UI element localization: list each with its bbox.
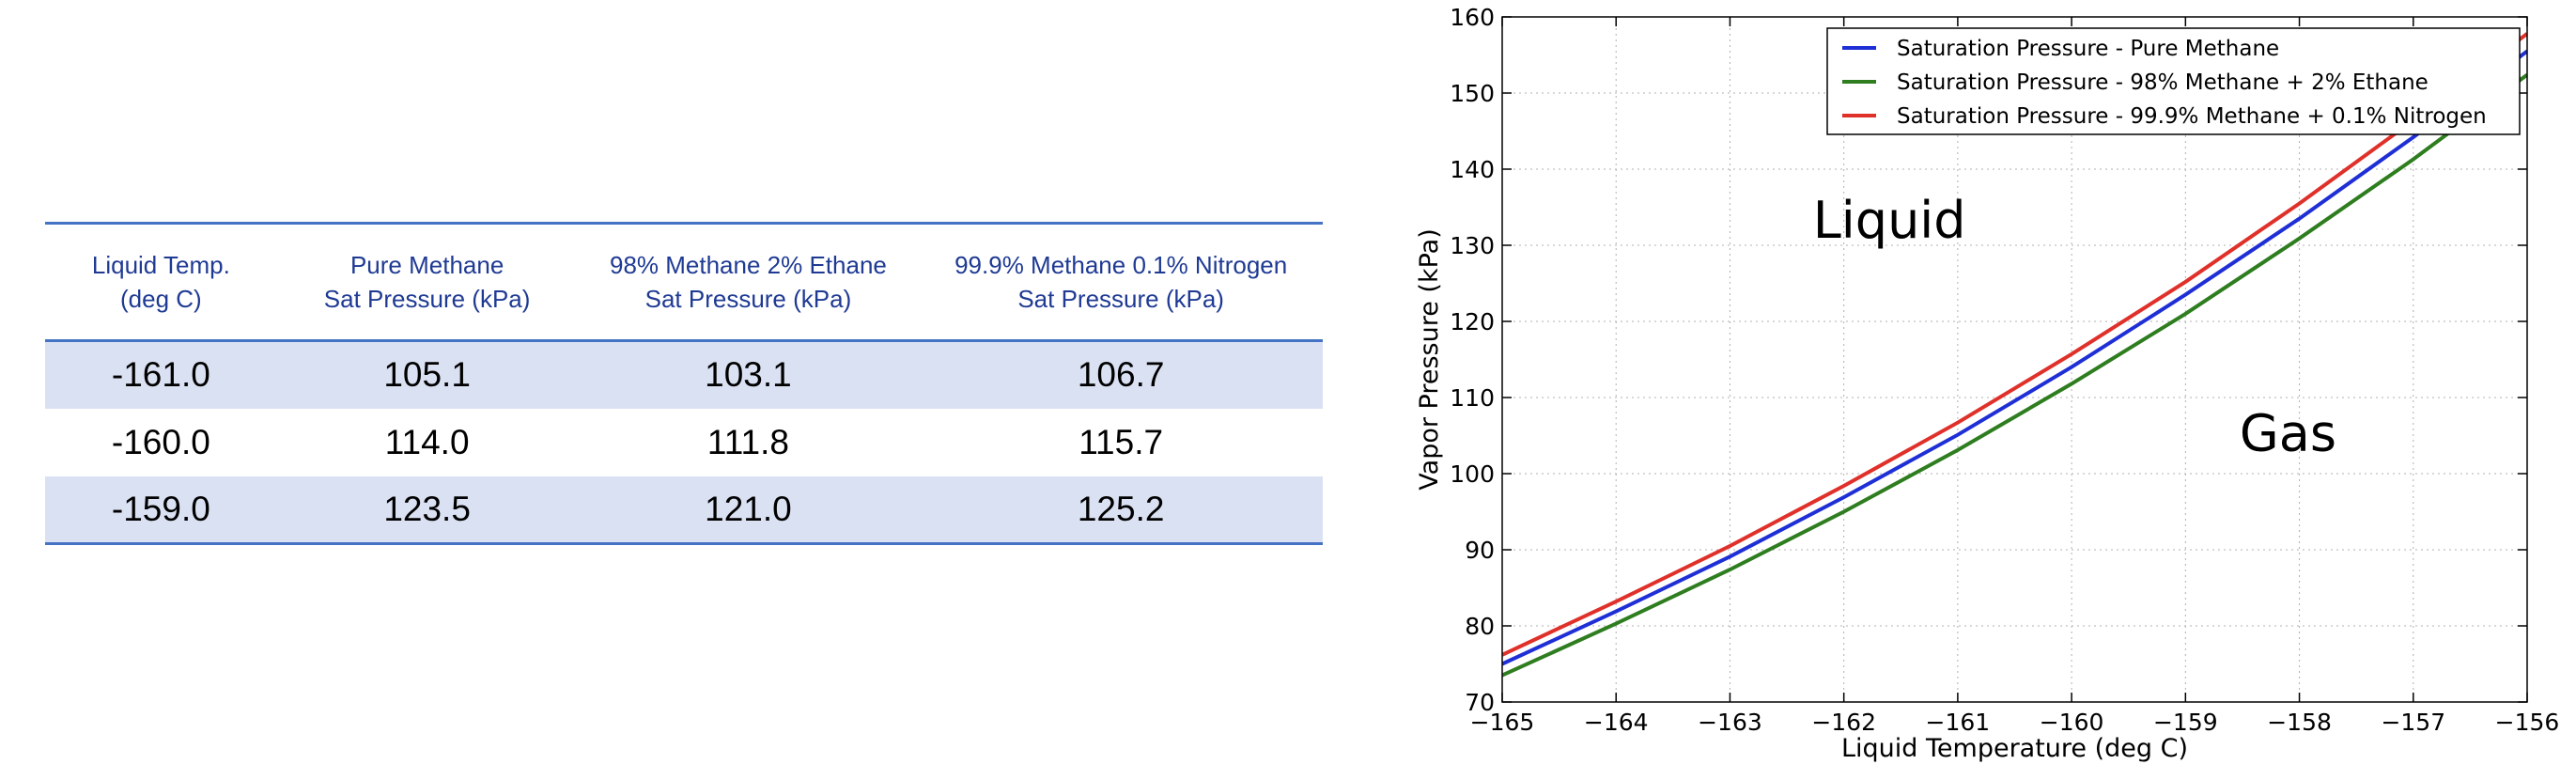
x-tick-label: −157 — [2381, 709, 2445, 736]
table-cell: 121.0 — [705, 489, 792, 528]
table-cell: 105.1 — [383, 355, 471, 395]
y-tick-label: 150 — [1450, 80, 1495, 107]
header-line: 98% Methane 2% Ethane — [609, 251, 887, 279]
column-header-pure-methane: Pure Methane Sat Pressure (kPa) — [277, 224, 578, 341]
series-line-2 — [1502, 72, 2527, 678]
header-line: Sat Pressure (kPa) — [644, 285, 852, 313]
legend-entry: Saturation Pressure - Pure Methane — [1897, 37, 2279, 61]
saturation-pressure-table: Liquid Temp. (deg C) Pure Methane Sat Pr… — [45, 222, 1323, 545]
table-cell: 115.7 — [1079, 422, 1164, 461]
x-tick-label: −163 — [1698, 709, 1762, 736]
table-row: -160.0 114.0 111.8 115.7 — [45, 409, 1323, 476]
y-tick-label: 100 — [1450, 460, 1495, 488]
legend-box — [1826, 27, 2521, 135]
table-cell: -160.0 — [111, 422, 210, 461]
header-line: Liquid Temp. — [91, 251, 230, 279]
header-line: 99.9% Methane 0.1% Nitrogen — [954, 251, 1288, 279]
header-line: Pure Methane — [349, 251, 504, 279]
y-tick-label: 120 — [1450, 308, 1495, 335]
header-line: Sat Pressure (kPa) — [323, 285, 531, 313]
table-cell: -159.0 — [111, 489, 210, 528]
plot-frame — [1501, 16, 2528, 703]
table-row: -161.0 105.1 103.1 106.7 — [45, 340, 1323, 409]
series-line-1 — [1502, 49, 2527, 666]
saturation-pressure-chart: −165 −164 −163 −162 −161 −160 −159 −158 −157 −156… — [1415, 4, 2560, 763]
legend: Saturation Pressure - Pure Methane Satura… — [1826, 27, 2521, 135]
region-label-1: Liquid — [1813, 191, 1966, 250]
legend-entry: Saturation Pressure - 99.9% Methane + 0.… — [1897, 104, 2487, 129]
series-line-3 — [1502, 32, 2527, 657]
y-tick-label: 140 — [1450, 156, 1495, 183]
y-tick-label: 110 — [1450, 384, 1495, 412]
column-header-methane-ethane: 98% Methane 2% Ethane Sat Pressure (kPa) — [578, 224, 920, 341]
x-axis-label: Liquid Temperature (deg C) — [1841, 734, 2188, 763]
x-tick-label: −165 — [1470, 709, 1535, 736]
column-header-methane-nitrogen: 99.9% Methane 0.1% Nitrogen Sat Pressure… — [919, 224, 1323, 341]
x-tick-label: −160 — [2040, 709, 2104, 736]
data-table: Liquid Temp. (deg C) Pure Methane Sat Pr… — [45, 222, 1323, 545]
table-cell: 111.8 — [706, 422, 789, 461]
table-cell: 123.5 — [383, 489, 471, 528]
x-tick-label: −161 — [1926, 709, 1991, 736]
y-tick-label: 90 — [1465, 537, 1495, 564]
table-cell: 125.2 — [1077, 489, 1165, 528]
column-header-temp: Liquid Temp. (deg C) — [45, 224, 277, 341]
y-tick-label: 160 — [1450, 4, 1495, 31]
y-tick-label: 80 — [1465, 613, 1495, 640]
y-tick-label: 130 — [1450, 232, 1495, 259]
header-line: Sat Pressure (kPa) — [1017, 285, 1224, 313]
x-tick-label: −158 — [2267, 709, 2332, 736]
x-tick-label: −164 — [1584, 709, 1649, 736]
header-line: (deg C) — [120, 285, 202, 313]
x-tick-label: −162 — [1811, 709, 1876, 736]
x-tick-label: −156 — [2495, 709, 2560, 736]
table-cell: 114.0 — [384, 422, 470, 461]
region-label-2: Gas — [2240, 404, 2336, 463]
legend-entry: Saturation Pressure - 98% Methane + 2% E… — [1897, 70, 2429, 95]
table-cell: -161.0 — [111, 355, 210, 395]
y-axis-label: Vapor Pressure (kPa) — [1415, 228, 1444, 490]
table-cell: 106.7 — [1077, 355, 1165, 395]
table-cell: 103.1 — [705, 355, 792, 395]
x-tick-label: −159 — [2153, 709, 2218, 736]
table-header-row: Liquid Temp. (deg C) Pure Methane Sat Pr… — [45, 223, 1323, 341]
table-row: -159.0 123.5 121.0 125.2 — [45, 476, 1323, 544]
y-tick-label: 70 — [1465, 689, 1495, 716]
